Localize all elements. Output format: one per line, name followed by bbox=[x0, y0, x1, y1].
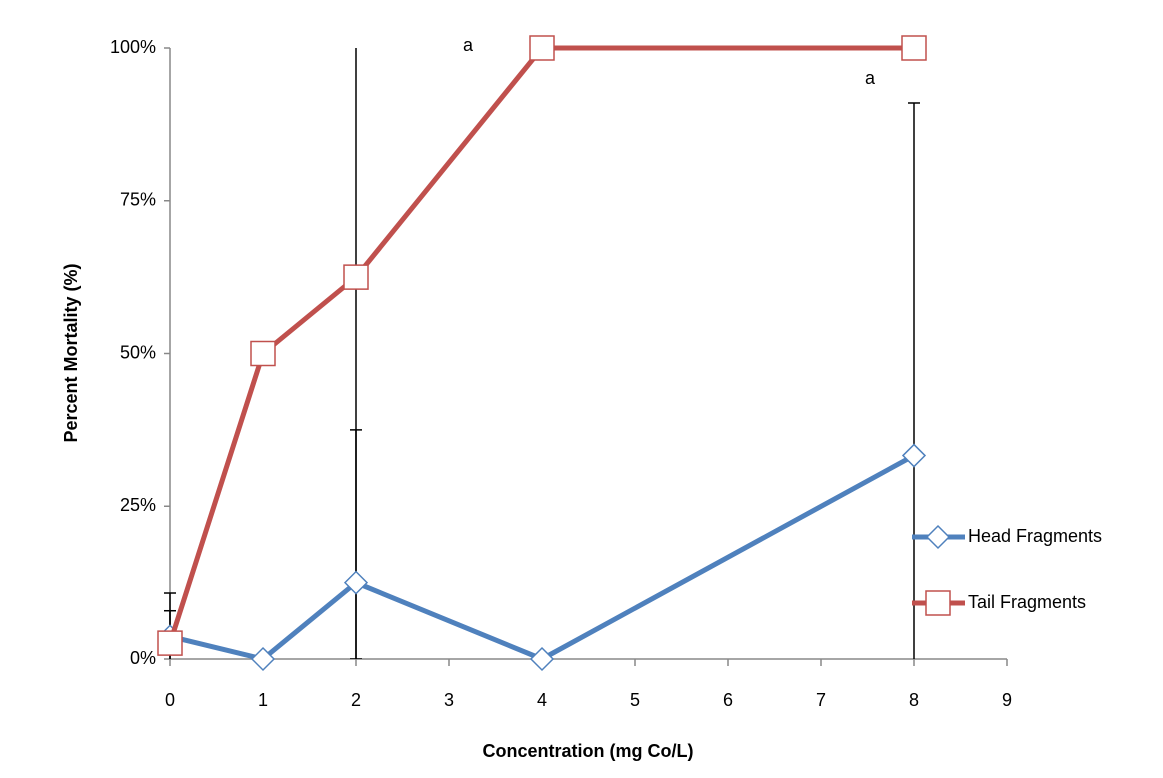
marker bbox=[250, 340, 276, 367]
marker bbox=[250, 646, 276, 672]
x-tick-label: 3 bbox=[444, 690, 454, 710]
y-tick-label: 100% bbox=[110, 37, 156, 57]
x-tick-label: 0 bbox=[165, 690, 175, 710]
x-tick-label: 5 bbox=[630, 690, 640, 710]
x-tick-label: 6 bbox=[723, 690, 733, 710]
legend-marker bbox=[925, 590, 951, 616]
marker bbox=[901, 35, 927, 61]
legend-label: Head Fragments bbox=[968, 526, 1102, 546]
y-axis-label: Percent Mortality (%) bbox=[61, 263, 81, 442]
marker bbox=[343, 570, 369, 595]
y-tick-label: 50% bbox=[120, 342, 156, 362]
marker bbox=[529, 35, 555, 61]
x-axis-label: Concentration (mg Co/L) bbox=[483, 741, 694, 761]
series-line bbox=[167, 45, 914, 644]
x-tick-label: 8 bbox=[909, 690, 919, 710]
annotation: a bbox=[865, 68, 876, 88]
legend-marker bbox=[925, 524, 951, 550]
x-tick-label: 4 bbox=[537, 690, 547, 710]
annotation: a bbox=[463, 35, 474, 55]
series-line bbox=[169, 453, 916, 662]
x-tick-label: 2 bbox=[351, 690, 361, 710]
marker bbox=[529, 646, 555, 672]
x-tick-label: 9 bbox=[1002, 690, 1012, 710]
y-tick-label: 75% bbox=[120, 190, 156, 210]
y-tick-label: 0% bbox=[130, 648, 156, 668]
marker bbox=[901, 443, 927, 468]
marker bbox=[157, 630, 183, 656]
legend-label: Tail Fragments bbox=[968, 592, 1086, 612]
y-tick-label: 25% bbox=[120, 495, 156, 515]
x-tick-label: 1 bbox=[258, 690, 268, 710]
x-tick-label: 7 bbox=[816, 690, 826, 710]
marker bbox=[343, 264, 369, 290]
